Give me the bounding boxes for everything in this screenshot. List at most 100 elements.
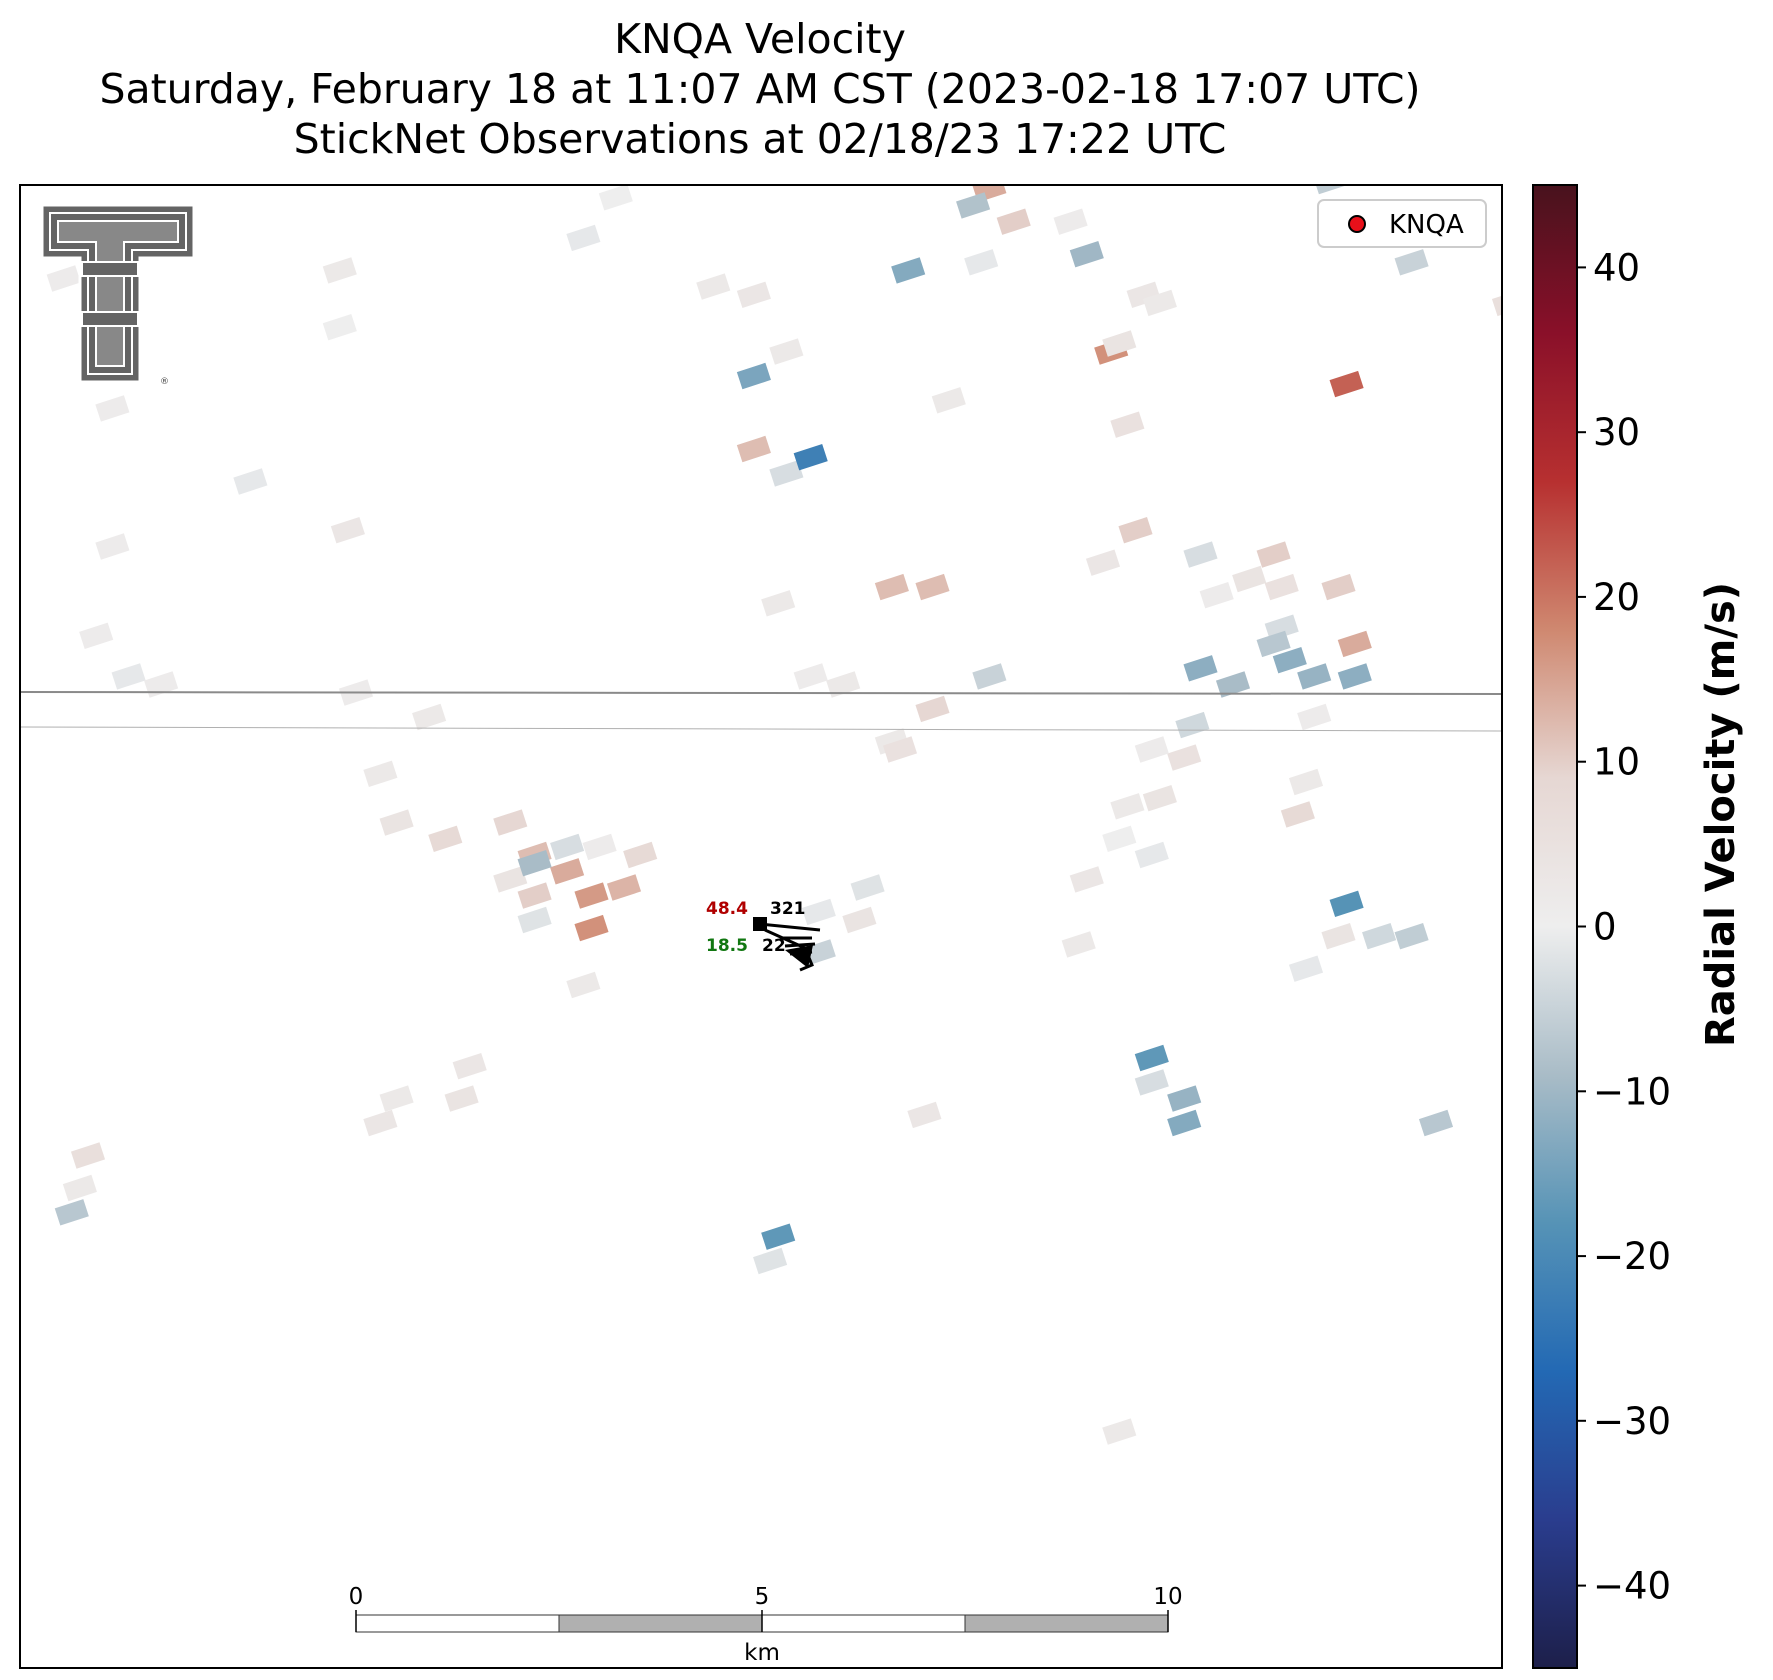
station-bottom-value: 22	[762, 936, 786, 956]
velocity-gate	[1199, 582, 1234, 609]
chart-subtitle-observations: StickNet Observations at 02/18/23 17:22 …	[293, 115, 1227, 163]
velocity-gate	[1143, 135, 1177, 161]
velocity-gate	[1167, 1109, 1202, 1137]
velocity-gate	[996, 208, 1031, 235]
colorbar-tick-label: −20	[1593, 1235, 1671, 1278]
velocity-gate	[452, 1053, 487, 1080]
velocity-gate	[623, 152, 657, 178]
scale-tick-10: 10	[1153, 1584, 1182, 1610]
velocity-gate	[485, 127, 519, 153]
velocity-gate	[1272, 647, 1307, 674]
velocity-gate	[1167, 1085, 1202, 1112]
velocity-gate	[1102, 825, 1137, 852]
velocity-gate	[1288, 768, 1324, 796]
velocity-gate	[144, 671, 179, 698]
colorbar-label: Radial Velocity (m/s)	[1698, 581, 1744, 1047]
velocity-gate	[566, 224, 601, 252]
velocity-gate	[412, 703, 447, 731]
scale-segment-4	[964, 1614, 1169, 1633]
velocity-gate	[801, 898, 836, 926]
velocity-gate	[826, 671, 861, 698]
velocity-gate	[322, 314, 357, 341]
colorbar-tick-label: 40	[1593, 246, 1640, 289]
station-dewpoint: 18.5	[706, 936, 748, 956]
velocity-gate	[233, 468, 268, 495]
colorbar-tick-label: 30	[1593, 411, 1640, 454]
velocity-gates	[46, 46, 1502, 1445]
velocity-gate	[1216, 70, 1250, 96]
velocity-gate	[1175, 711, 1210, 739]
velocity-gate	[1280, 801, 1315, 828]
velocity-gate	[1216, 46, 1250, 72]
velocity-gate	[1134, 1044, 1169, 1072]
velocity-gate	[566, 971, 601, 999]
velocity-gate	[1337, 630, 1372, 658]
velocity-gate	[582, 833, 617, 861]
velocity-gate	[1362, 923, 1397, 950]
velocity-gate	[1085, 549, 1121, 576]
velocity-gate	[1053, 208, 1088, 235]
velocity-gate	[1288, 955, 1324, 982]
velocity-gate	[972, 663, 1007, 690]
velocity-gate	[1289, 152, 1323, 178]
velocity-gate	[95, 395, 130, 422]
scale-segment-3	[761, 1614, 966, 1633]
legend-box	[1317, 199, 1487, 248]
velocity-gate	[322, 257, 357, 284]
legend: KNQA	[1317, 199, 1487, 248]
velocity-gate	[46, 265, 81, 292]
velocity-gate	[1297, 663, 1332, 690]
velocity-gate	[761, 590, 796, 617]
velocity-gate	[882, 736, 918, 763]
velocity-gate	[62, 1174, 97, 1202]
texas-tech-logo: ®	[40, 203, 196, 387]
velocity-gate	[842, 906, 877, 934]
velocity-gate	[1118, 517, 1153, 544]
colorbar-tick-label: −30	[1593, 1400, 1671, 1443]
velocity-gate	[493, 866, 528, 893]
velocity-gate	[1297, 703, 1332, 731]
knqa-marker-icon	[1348, 215, 1366, 233]
velocity-gate	[428, 825, 463, 852]
velocity-gate	[330, 517, 365, 544]
velocity-gate	[444, 1085, 479, 1112]
velocity-gate	[761, 1223, 796, 1250]
velocity-gate	[1232, 565, 1267, 593]
velocity-gate	[1110, 411, 1145, 438]
plot-frame	[19, 184, 1503, 1669]
velocity-gate	[623, 841, 658, 869]
velocity-gate	[1118, 127, 1152, 153]
velocity-gate	[517, 882, 552, 909]
scale-segment-1	[355, 1614, 560, 1633]
velocity-gate	[95, 533, 130, 560]
velocity-gate	[379, 809, 414, 836]
velocity-gate	[1102, 330, 1137, 357]
velocity-gate	[1061, 931, 1096, 958]
velocity-gate	[696, 273, 731, 300]
scale-tick-0: 0	[349, 1584, 364, 1610]
velocity-gate	[550, 833, 585, 861]
logo-registered-mark: ®	[160, 377, 169, 387]
velocity-gate	[1337, 663, 1372, 690]
velocity-gate	[1394, 923, 1429, 950]
wind-flag-icon	[785, 945, 813, 968]
velocity-gate	[964, 249, 999, 276]
velocity-gate	[70, 1142, 106, 1169]
colorbar: 40 30 20 10 0 −10 −20 −30 −40	[1532, 184, 1671, 1669]
velocity-gate	[606, 874, 642, 901]
velocity-gate	[915, 46, 949, 72]
velocity-gate	[793, 444, 828, 471]
velocity-gate	[753, 1247, 788, 1275]
velocity-gate	[379, 1085, 414, 1112]
scale-segment-2	[558, 1614, 763, 1633]
velocity-gate	[931, 387, 966, 414]
scale-tick-5: 5	[755, 1584, 770, 1610]
velocity-gate	[550, 858, 585, 885]
velocity-gate	[1321, 923, 1356, 950]
velocity-gate	[1264, 573, 1299, 601]
colorbar-tick-label: 0	[1593, 906, 1617, 949]
chart-subtitle-time: Saturday, February 18 at 11:07 AM CST (2…	[99, 65, 1421, 113]
velocity-gate	[1305, 103, 1339, 129]
velocity-gate	[793, 663, 828, 690]
